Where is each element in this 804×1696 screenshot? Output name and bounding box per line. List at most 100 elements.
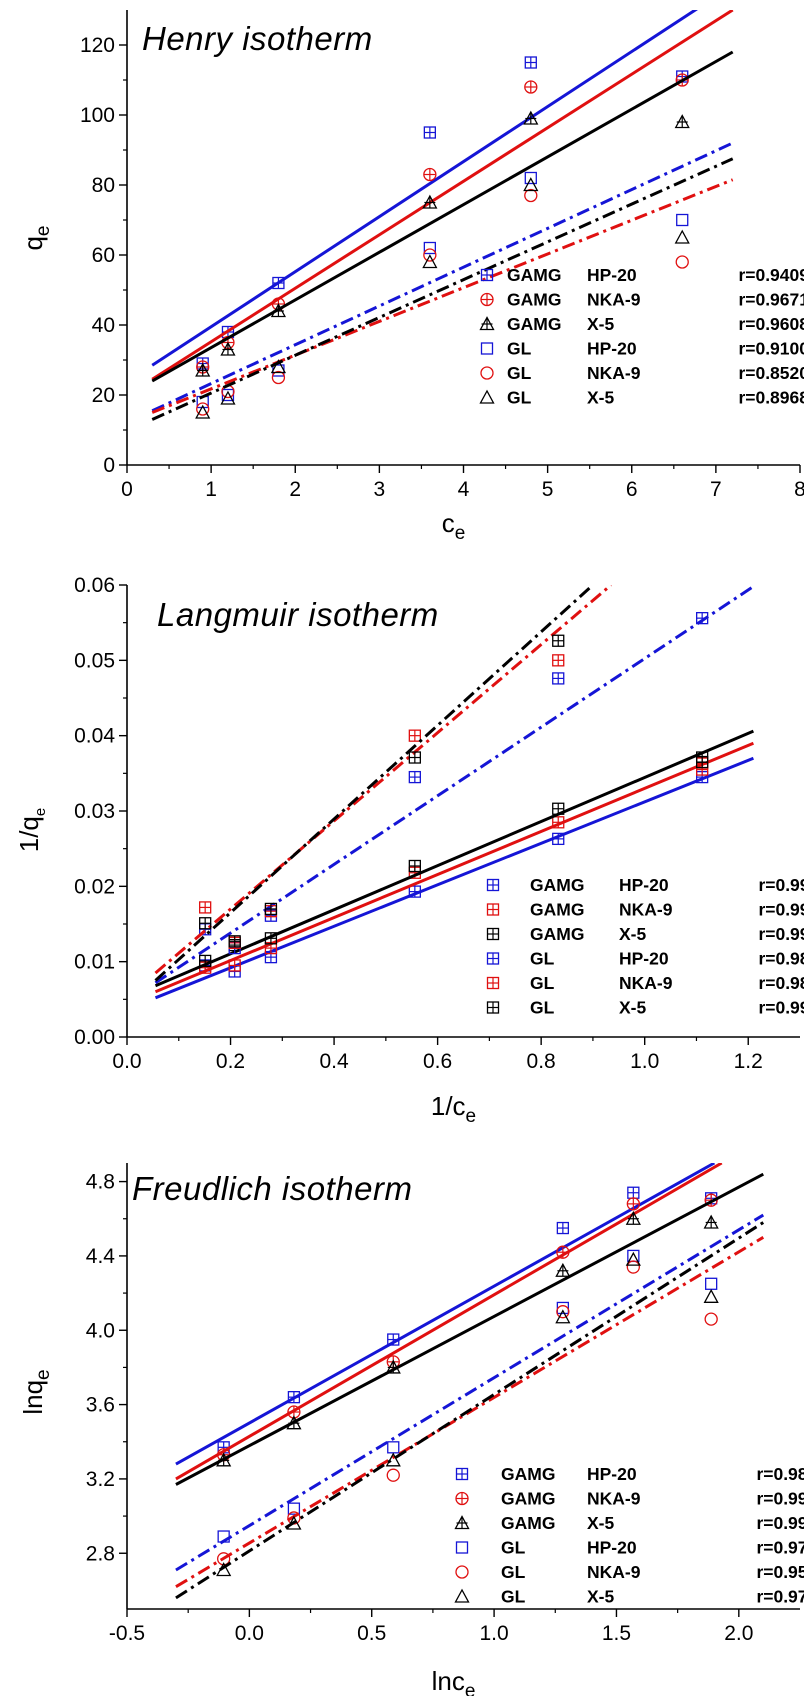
legend-item: GL X-5 r=0.9715 bbox=[454, 1587, 804, 1607]
legend-r-value: r=0.9838 bbox=[758, 973, 804, 993]
data-point bbox=[523, 110, 539, 125]
chart-title: Langmuir isotherm bbox=[157, 596, 439, 633]
data-point bbox=[195, 404, 211, 419]
data-point bbox=[552, 802, 565, 815]
data-point bbox=[480, 268, 494, 282]
x-tick-label: 0.0 bbox=[235, 1622, 264, 1645]
y-tick-label: 2.8 bbox=[86, 1542, 115, 1565]
data-point bbox=[408, 885, 421, 898]
legend-r-value: r=0.9715 bbox=[756, 1587, 804, 1607]
data-point bbox=[270, 359, 287, 374]
legend-method: GAMG bbox=[530, 875, 584, 895]
x-tick-label: 0.4 bbox=[319, 1050, 349, 1073]
data-point bbox=[556, 1245, 570, 1259]
legend-resin: HP-20 bbox=[587, 1464, 637, 1484]
y-tick-label: 80 bbox=[92, 174, 115, 197]
fit-line bbox=[154, 729, 754, 988]
data-point bbox=[287, 1502, 301, 1515]
data-point bbox=[385, 1452, 401, 1467]
y-tick-label: 0 bbox=[103, 454, 115, 477]
series-gamg-x-5 bbox=[151, 50, 734, 383]
data-point bbox=[423, 167, 437, 182]
data-point bbox=[216, 1452, 232, 1467]
series-gamg-nka-9 bbox=[175, 1163, 723, 1481]
legend-method: GL bbox=[507, 363, 532, 383]
x-tick-label: 5 bbox=[542, 478, 554, 501]
data-point bbox=[524, 188, 538, 203]
freundlich-isotherm-panel: -0.5 0.0 0.5 1.0 1.5 2.0 2.8 3.2 3.6 4.0 4.4 4.8 Fre… bbox=[18, 1163, 804, 1696]
legend-method: GL bbox=[501, 1587, 526, 1607]
legend-item: GL HP-20 r=0.9100 bbox=[480, 339, 804, 359]
legend-method: GAMG bbox=[501, 1464, 555, 1484]
x-axis-label: lnce bbox=[432, 1666, 476, 1696]
data-point bbox=[454, 1588, 470, 1603]
y-tick-label: 0.04 bbox=[74, 725, 115, 748]
legend-method: GL bbox=[507, 339, 532, 359]
data-point bbox=[455, 1467, 469, 1481]
fit-line bbox=[154, 741, 754, 994]
legend-method: GAMG bbox=[501, 1513, 555, 1533]
x-tick-label: 0.8 bbox=[527, 1050, 556, 1073]
data-point bbox=[270, 303, 287, 318]
data-point bbox=[480, 342, 494, 355]
data-point bbox=[422, 194, 438, 209]
y-tick-label: 4.0 bbox=[86, 1319, 115, 1342]
data-point bbox=[387, 1441, 400, 1454]
fit-line bbox=[175, 1163, 716, 1466]
y-tick-label: 100 bbox=[80, 104, 115, 127]
legend-resin: X-5 bbox=[587, 1587, 615, 1607]
x-axis-label: 1/ce bbox=[431, 1091, 476, 1127]
data-point bbox=[524, 56, 537, 69]
legend-item: GAMG X-5 r=0.9908 bbox=[454, 1513, 804, 1533]
data-point bbox=[704, 1312, 718, 1326]
legend-resin: HP-20 bbox=[619, 949, 669, 969]
legend-r-value: r=0.9409 bbox=[738, 265, 804, 285]
fit-line bbox=[151, 141, 734, 413]
y-tick-label: 0.01 bbox=[74, 951, 115, 974]
data-point bbox=[626, 1197, 640, 1211]
data-point bbox=[216, 1562, 232, 1577]
data-point bbox=[479, 316, 495, 331]
legend-item: GL NKA-9 r=0.9838 bbox=[486, 973, 804, 993]
series-gl-x-5 bbox=[151, 157, 734, 421]
series-gamg-x-5 bbox=[175, 1172, 764, 1486]
fit-line bbox=[154, 585, 594, 982]
legend-item: GAMG X-5 r=0.9967 bbox=[486, 924, 804, 944]
x-tick-label: 0.6 bbox=[423, 1050, 452, 1073]
data-point bbox=[386, 1468, 400, 1482]
data-point bbox=[422, 254, 438, 269]
data-point bbox=[408, 859, 421, 873]
x-tick-label: 0.0 bbox=[112, 1050, 141, 1073]
legend-resin: NKA-9 bbox=[619, 900, 673, 920]
x-tick-label: 0.2 bbox=[216, 1050, 245, 1073]
data-point bbox=[199, 917, 212, 930]
x-tick-label: 7 bbox=[710, 478, 722, 501]
series-gamg-hp-20 bbox=[175, 1163, 718, 1466]
series-gl-hp-20 bbox=[151, 141, 734, 413]
data-point bbox=[455, 1491, 469, 1506]
data-point bbox=[479, 389, 495, 404]
legend-item: GAMG HP-20 r=0.9839 bbox=[455, 1464, 804, 1484]
x-tick-label: 2.0 bbox=[724, 1622, 753, 1645]
legend-item: GAMG HP-20 r=0.9976 bbox=[486, 875, 804, 895]
data-point bbox=[486, 878, 500, 892]
legend-resin: X-5 bbox=[587, 388, 615, 408]
legend-resin: NKA-9 bbox=[587, 363, 641, 383]
data-point bbox=[195, 362, 211, 377]
y-tick-label: 20 bbox=[92, 384, 115, 407]
fit-line bbox=[151, 157, 734, 421]
langmuir-isotherm-panel: 0.0 0.2 0.4 0.6 0.8 1.0 1.2 0.00 0.01 0.02 0.03 0.0… bbox=[14, 574, 804, 1127]
legend-item: GAMG NKA-9 r=0.9969 bbox=[486, 900, 804, 920]
data-point bbox=[271, 370, 286, 385]
y-tick-label: 4.8 bbox=[86, 1171, 115, 1194]
data-point bbox=[423, 241, 437, 255]
data-point bbox=[555, 1262, 571, 1277]
data-point bbox=[675, 255, 689, 269]
x-tick-label: 8 bbox=[794, 478, 804, 501]
data-point bbox=[696, 755, 709, 769]
legend-r-value: r=0.9839 bbox=[756, 1464, 804, 1484]
chart-title: Freudlich isotherm bbox=[132, 1170, 412, 1207]
legend-resin: HP-20 bbox=[587, 265, 637, 285]
legend-r-value: r=0.9525 bbox=[756, 1562, 804, 1582]
